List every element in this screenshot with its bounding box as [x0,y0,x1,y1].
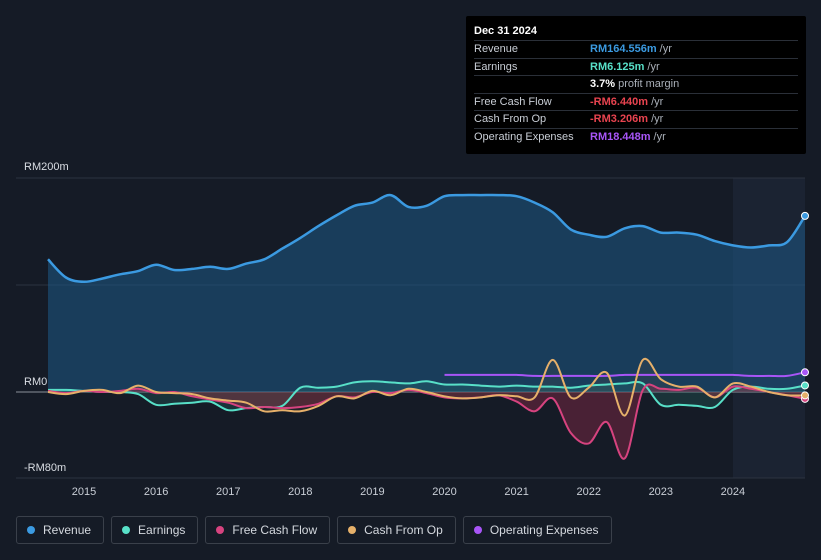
x-axis-label: 2022 [576,486,600,498]
legend-label: Earnings [138,523,186,537]
legend-dot-icon [348,526,357,534]
legend-dot-icon [473,526,482,534]
operating-expenses-line [444,371,806,378]
tooltip-row: Revenue RM164.556m/yr [474,40,798,58]
x-axis-label: 2017 [216,486,240,498]
legend-label: Operating Expenses [489,523,599,537]
legend-item-revenue[interactable]: Revenue [16,516,105,544]
legend-item-operating-expenses[interactable]: Operating Expenses [462,516,612,544]
tooltip-row-unit: /yr [651,95,664,108]
tooltip-row: Operating Expenses RM18.448m/yr [474,127,798,146]
tooltip-date: Dec 31 2024 [474,25,537,37]
chart-legend: Revenue Earnings Free Cash Flow Cash From O… [16,516,619,546]
tooltip-row-value: -RM6.440m [590,95,649,108]
x-axis-label: 2019 [360,486,384,498]
tooltip-row-value: -RM3.206m [590,113,649,125]
tooltip-row-label: Free Cash Flow [474,95,552,108]
revenue-area [48,195,805,392]
earnings-end-point [801,381,809,390]
tooltip-row-unit: /yr [653,130,666,143]
x-axis-label: 2018 [288,486,312,498]
tooltip-row-unit: /yr [651,113,664,125]
chart-canvas: RM200m RM0 -RM80m 2015 2016 2017 2018 2019 2020 2… [16,161,809,498]
y-axis-label: RM200m [24,161,69,173]
tooltip-row-value: RM164.556m [590,43,657,55]
legend-item-free-cash-flow[interactable]: Free Cash Flow [205,516,331,544]
tooltip-panel: Dec 31 2024 Revenue RM164.556m/yr Earnings… [466,16,806,154]
legend-dot-icon [216,526,225,534]
tooltip-row-label: Cash From Op [474,113,547,125]
revenue-line [47,193,807,284]
x-axis-label: 2024 [721,486,745,498]
tooltip-row-unit: /yr [647,60,660,73]
tooltip-row-value: 3.7% [590,78,616,90]
legend-label: Cash From Op [364,523,443,537]
tooltip-row-label [474,76,590,93]
legend-item-earnings[interactable]: Earnings [111,516,199,544]
y-axis-label: RM0 [24,376,47,388]
tooltip-row-unit: /yr [659,43,672,55]
tooltip-row: Earnings RM6.125m/yr [474,57,798,76]
tooltip-row: 3.7% profit margin [474,75,798,93]
x-axis-label: 2020 [432,486,456,498]
legend-dot-icon [122,526,131,534]
tooltip-row-value: RM6.125m [590,60,645,73]
tooltip-row-label: Operating Expenses [474,130,574,143]
y-axis-label: -RM80m [24,462,66,474]
tooltip-row: Free Cash Flow -RM6.440m/yr [474,92,798,111]
legend-dot-icon [27,526,35,534]
cash-from-op-end-point [801,391,809,400]
tooltip-row-unit: profit margin [618,78,680,90]
free-cash-flow-line [47,383,806,460]
revenue-end-point [801,211,809,220]
x-axis-label: 2016 [144,486,168,498]
x-axis-label: 2021 [504,486,528,498]
legend-item-cash-from-op[interactable]: Cash From Op [337,516,456,544]
legend-label: Free Cash Flow [232,523,318,537]
cash-from-op-line [47,357,806,417]
cash-from-op-area [48,358,805,416]
earnings-line [47,380,806,412]
operating-expenses-end-point [801,368,809,377]
legend-label: Revenue [43,523,92,537]
tooltip-row-label: Earnings [474,60,518,73]
tooltip-row-label: Revenue [474,43,519,55]
tooltip-row-value: RM18.448m [590,130,651,143]
x-axis-label: 2023 [649,486,673,498]
x-axis-label: 2015 [72,486,96,498]
earnings-area [48,381,805,411]
tooltip-row: Cash From Op -RM3.206m/yr [474,110,798,128]
